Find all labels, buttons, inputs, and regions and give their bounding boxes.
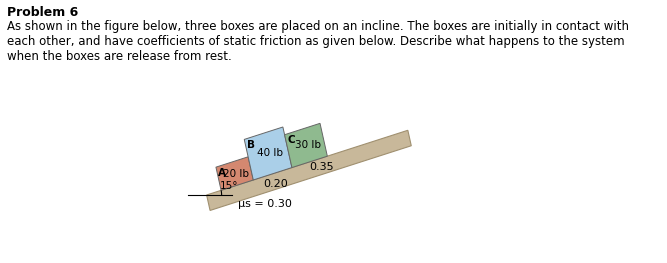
Text: C: C [287, 135, 295, 145]
Text: Problem 6: Problem 6 [7, 6, 78, 19]
Text: 15°: 15° [220, 181, 239, 191]
Polygon shape [207, 130, 412, 210]
Text: when the boxes are release from rest.: when the boxes are release from rest. [7, 50, 231, 63]
Text: 0.35: 0.35 [309, 162, 334, 172]
Polygon shape [244, 127, 292, 180]
Polygon shape [216, 157, 253, 190]
Text: μs = 0.30: μs = 0.30 [238, 199, 292, 209]
Text: As shown in the figure below, three boxes are placed on an incline. The boxes ar: As shown in the figure below, three boxe… [7, 20, 629, 33]
Text: B: B [247, 140, 255, 150]
Text: 30 lb: 30 lb [295, 140, 321, 150]
Text: 0.20: 0.20 [263, 179, 288, 189]
Text: 20 lb: 20 lb [223, 169, 249, 179]
Text: A: A [218, 168, 226, 178]
Polygon shape [285, 123, 327, 168]
Text: 40 lb: 40 lb [257, 149, 283, 159]
Text: each other, and have coefficients of static friction as given below. Describe wh: each other, and have coefficients of sta… [7, 35, 624, 48]
